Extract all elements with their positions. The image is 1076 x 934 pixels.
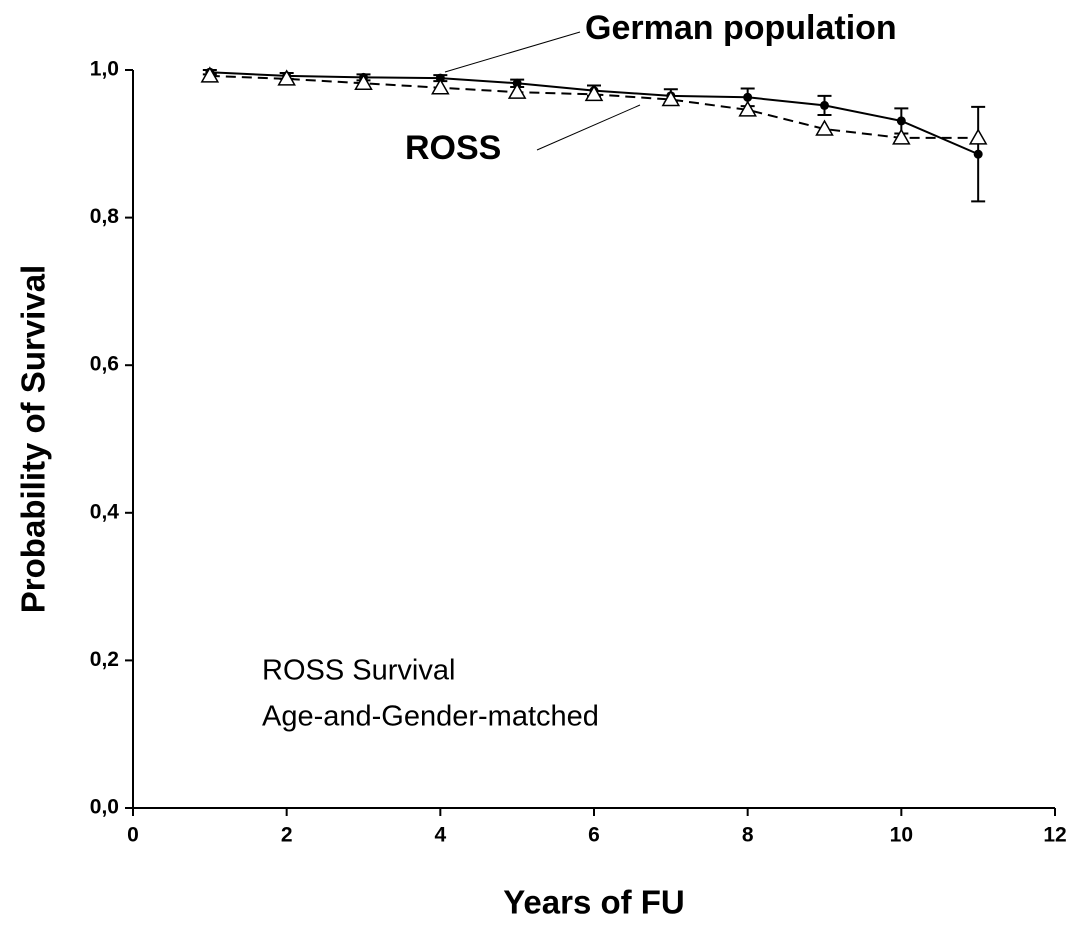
point (507, 82, 527, 99)
point (896, 116, 906, 126)
note: Age-and-Gender-matched (262, 701, 599, 733)
point (354, 73, 373, 91)
y-tick-label: 0,2 (90, 648, 119, 671)
x-tick-label: 6 (588, 824, 600, 847)
point (892, 128, 911, 145)
y-tick-label: 0,6 (90, 353, 119, 376)
point (743, 92, 753, 102)
x-axis-title: Years of FU (503, 884, 685, 921)
x-tick-label: 4 (434, 824, 446, 847)
point (661, 90, 681, 107)
y-tick-label: 0,0 (90, 796, 119, 819)
note: ROSS Survival (262, 655, 455, 687)
point (968, 128, 988, 145)
x-tick-label: 0 (127, 824, 139, 847)
point (738, 100, 757, 117)
leader-line (536, 104, 641, 151)
point (820, 100, 829, 110)
x-tick-label: 10 (890, 824, 913, 847)
x-tick-label: 8 (742, 824, 754, 847)
point (973, 149, 983, 159)
series-annotation: German population (585, 9, 897, 47)
point (815, 119, 834, 136)
point (200, 66, 220, 83)
x-tick-label: 12 (1043, 824, 1066, 847)
point (431, 78, 450, 95)
y-tick-label: 1,0 (90, 58, 119, 81)
y-tick-label: 0,8 (90, 205, 120, 228)
y-axis-title: Probability of Survival (15, 265, 52, 613)
point (277, 69, 296, 86)
y-tick-label: 0,4 (90, 500, 120, 523)
point (435, 73, 445, 83)
x-tick-label: 2 (281, 824, 293, 847)
point (584, 84, 604, 102)
series-annotation: ROSS (405, 129, 501, 167)
leader-line (444, 31, 581, 73)
